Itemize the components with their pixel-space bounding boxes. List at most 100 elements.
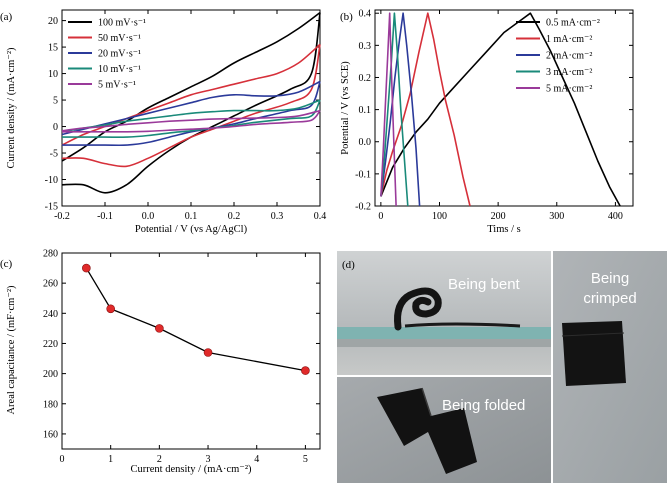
capacitance-point xyxy=(106,304,115,314)
panel-b-xtick-label: 400 xyxy=(608,211,623,222)
panel-c-xtick-label: 2 xyxy=(157,454,162,465)
panel-b-ylabel: Potential / V (vs SCE) xyxy=(340,61,351,155)
panel-a-ytick-label: 5 xyxy=(53,96,58,107)
panel-b-frame xyxy=(374,9,634,207)
glass-slide xyxy=(337,327,551,339)
panel-c-xtick-label: 4 xyxy=(254,454,259,465)
panel-a-xtick-label: 0.2 xyxy=(228,211,241,222)
legend-entry: 50 mV·s⁻¹ xyxy=(98,33,141,44)
panel-a-ytick-label: -15 xyxy=(45,202,58,213)
cv-reverse-sweep xyxy=(62,99,321,139)
panel-a-ylabel: Current density / (mA·cm⁻²) xyxy=(6,47,17,168)
photo-being-bent: Being bent xyxy=(337,251,551,375)
panel-c-ytick-label: 260 xyxy=(43,279,58,290)
panel-b-xtick-label: 200 xyxy=(491,211,506,222)
panel-a: (a) -0.2 -0.1 0.0 0.1 0.2 0.3 0.4 -15 -10 -5 0 5 10 1… xyxy=(0,9,327,235)
caption-being-crimped-2: crimped xyxy=(583,290,636,307)
panel-c-curves xyxy=(82,263,310,375)
panel-a-legend: 100 mV·s⁻¹ 50 mV·s⁻¹ 20 mV·s⁻¹ 10 mV·s⁻¹ 5 m… xyxy=(68,18,146,91)
panel-label-d: (d) xyxy=(342,259,355,271)
panel-b-ticks: 0 100 200 300 400 -0.2 -0.1 0.0 0.1 0.2 0.3 0.4 xyxy=(355,9,633,222)
panel-a-ytick-label: 15 xyxy=(48,43,58,54)
panel-label-c: (c) xyxy=(0,258,13,270)
legend-entry: 0.5 mA·cm⁻² xyxy=(546,18,600,29)
legend-entry: 2 mA·cm⁻² xyxy=(546,51,592,62)
panel-b-ytick-label: 0.0 xyxy=(359,137,372,148)
panel-c-xtick-label: 1 xyxy=(108,454,113,465)
legend-entry: 5 mV·s⁻¹ xyxy=(98,80,136,91)
film-tail xyxy=(404,322,521,328)
gcd-curve xyxy=(380,12,621,207)
panel-b-ytick-label: 0.4 xyxy=(359,9,372,20)
capacitance-point xyxy=(301,366,310,375)
panel-c-ticks: 0 1 2 3 4 5 160 180 200 220 240 260 280 xyxy=(43,249,320,465)
panel-c-ytick-label: 180 xyxy=(43,399,58,410)
panel-d: Being bent Being folded Being crimped (d… xyxy=(337,251,667,483)
panel-c: (c) 0 1 2 3 4 5 160 180 200 220 240 260 280 Current … xyxy=(0,249,321,475)
folded-film xyxy=(377,388,477,474)
panel-a-ytick-label: 20 xyxy=(48,16,58,27)
cv-forward-sweep xyxy=(61,99,321,133)
panel-c-ylabel: Areal capacitance / (mF·cm⁻²) xyxy=(6,285,17,415)
legend-entry: 5 mA·cm⁻² xyxy=(546,84,592,95)
panel-c-frame xyxy=(61,252,321,450)
gcd-curve xyxy=(380,12,471,207)
caption-being-crimped-1: Being xyxy=(591,270,629,287)
panel-c-xlabel: Current density / (mA·cm⁻²) xyxy=(131,464,252,475)
gcd-curve xyxy=(380,12,409,207)
panel-a-ytick-label: -10 xyxy=(45,175,58,186)
rolled-film xyxy=(394,287,442,331)
panel-b-ytick-label: -0.1 xyxy=(355,169,371,180)
panel-c-xtick-label: 5 xyxy=(303,454,308,465)
panel-b: (b) 0 100 200 300 400 -0.2 -0.1 0.0 0.1 0.2 0.3 0.4… xyxy=(340,9,634,235)
panel-b-xtick-label: 100 xyxy=(432,211,447,222)
panel-a-ytick-label: 10 xyxy=(48,69,58,80)
caption-being-folded: Being folded xyxy=(442,397,525,414)
panel-b-ytick-label: -0.2 xyxy=(355,202,371,213)
panel-c-ytick-label: 240 xyxy=(43,309,58,320)
panel-c-ytick-label: 200 xyxy=(43,369,58,380)
panel-b-ytick-label: 0.1 xyxy=(359,105,372,116)
panel-a-xtick-label: 0.4 xyxy=(314,211,327,222)
capacitance-point xyxy=(155,324,164,333)
capacitance-point xyxy=(82,263,91,273)
gcd-curve xyxy=(380,12,421,207)
panel-b-xlabel: Tims / s xyxy=(487,224,520,235)
gcd-curve xyxy=(380,12,397,207)
panel-a-ytick-label: 0 xyxy=(53,122,58,133)
photo-being-folded: Being folded xyxy=(337,377,551,483)
panel-b-xtick-label: 300 xyxy=(549,211,564,222)
panel-b-legend: 0.5 mA·cm⁻² 1 mA·cm⁻² 2 mA·cm⁻² 3 mA·cm⁻² 5 … xyxy=(516,18,600,95)
panel-c-xtick-label: 3 xyxy=(206,454,211,465)
panel-c-ytick-label: 160 xyxy=(43,429,58,440)
legend-entry: 10 mV·s⁻¹ xyxy=(98,64,141,75)
panel-b-xtick-label: 0 xyxy=(378,211,383,222)
crimped-film xyxy=(562,321,626,386)
panel-c-xtick-label: 0 xyxy=(60,454,65,465)
panel-a-xlabel: Potential / V (vs Ag/AgCl) xyxy=(135,224,248,235)
legend-entry: 100 mV·s⁻¹ xyxy=(98,18,146,29)
capacitance-point xyxy=(203,348,213,357)
panel-a-ticks: -0.2 -0.1 0.0 0.1 0.2 0.3 0.4 -15 -10 -5 0 5 10 15 20 xyxy=(45,10,327,222)
panel-label-b: (b) xyxy=(340,11,353,23)
cv-reverse-sweep xyxy=(61,110,321,133)
caption-being-bent: Being bent xyxy=(448,276,521,293)
panel-a-xtick-label: -0.1 xyxy=(97,211,113,222)
legend-entry: 1 mA·cm⁻² xyxy=(546,34,592,45)
legend-entry: 3 mA·cm⁻² xyxy=(546,67,592,78)
photo-being-crimped: Being crimped xyxy=(553,251,667,483)
panel-c-ytick-label: 280 xyxy=(43,249,58,260)
panel-b-ytick-label: 0.2 xyxy=(359,73,372,84)
panel-a-xtick-label: 0.1 xyxy=(185,211,198,222)
cv-forward-sweep xyxy=(61,109,321,132)
capacitance-line xyxy=(85,267,306,372)
panel-label-a: (a) xyxy=(0,11,13,23)
panel-c-ytick-label: 220 xyxy=(43,339,58,350)
panel-a-xtick-label: 0.0 xyxy=(142,211,155,222)
panel-a-ytick-label: -5 xyxy=(50,149,58,160)
panel-a-xtick-label: 0.3 xyxy=(271,211,284,222)
cv-reverse-sweep xyxy=(62,81,321,147)
cv-forward-sweep xyxy=(61,80,321,136)
panel-b-curves xyxy=(380,12,621,207)
